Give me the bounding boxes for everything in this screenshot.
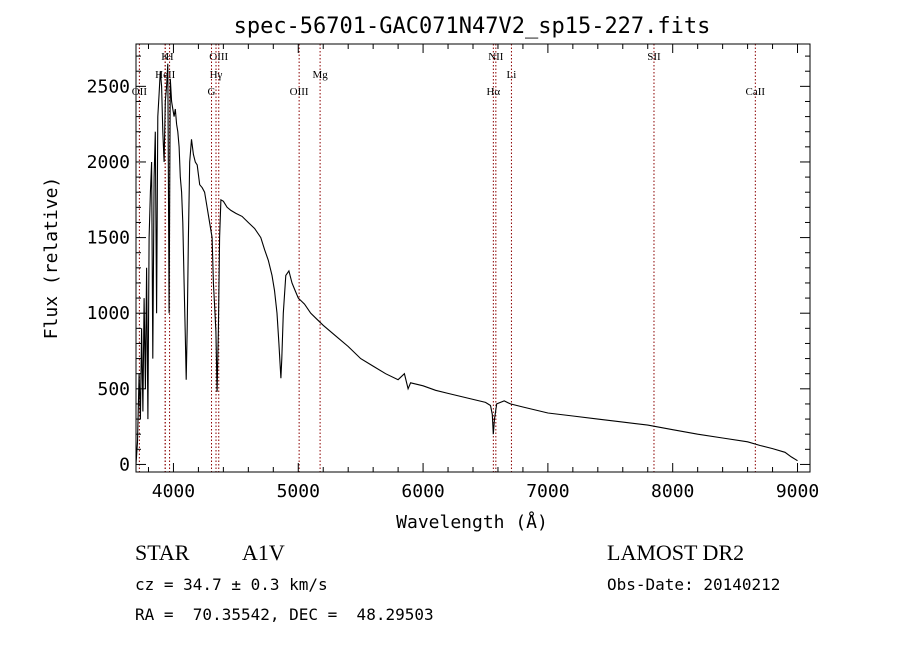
- y-tick-label-500: 500: [97, 379, 130, 400]
- line-label-3: H: [166, 51, 174, 63]
- line-label-12: SII: [647, 51, 661, 63]
- x-tick-label-7000: 7000: [526, 481, 569, 502]
- line-label-9: NII: [488, 51, 504, 63]
- redshift-text: cz = 34.7 ± 0.3 km/s: [135, 575, 328, 594]
- spectrum-line: [135, 63, 798, 465]
- line-label-8: Mg: [312, 69, 328, 81]
- x-tick-label-6000: 6000: [401, 481, 444, 502]
- line-label-2: K: [161, 51, 169, 63]
- line-label-0: OII: [132, 86, 148, 98]
- y-tick-label-1000: 1000: [87, 303, 130, 324]
- line-label-6: G: [208, 86, 216, 98]
- line-label-11: Li: [507, 69, 517, 81]
- object-type: STAR: [135, 540, 190, 565]
- x-axis-label: Wavelength (Å): [396, 511, 548, 533]
- line-label-5: Hγ: [210, 69, 223, 81]
- obs-date-text: Obs-Date: 20140212: [607, 575, 781, 594]
- survey-name: LAMOST DR2: [607, 540, 745, 565]
- y-tick-label-2500: 2500: [87, 76, 130, 97]
- line-label-7: OIII: [290, 86, 309, 98]
- y-tick-label-1500: 1500: [87, 228, 130, 249]
- x-tick-label-8000: 8000: [651, 481, 694, 502]
- line-label-4: OIII: [209, 51, 228, 63]
- coordinates-text: RA = 70.35542, DEC = 48.29503: [135, 605, 434, 624]
- x-tick-label-5000: 5000: [277, 481, 320, 502]
- line-label-10: Hα: [486, 86, 500, 98]
- x-tick-label-4000: 4000: [152, 481, 195, 502]
- plot-frame: [135, 43, 811, 473]
- y-tick-label-0: 0: [119, 454, 130, 475]
- line-label-13: CaII: [746, 86, 766, 98]
- y-axis-label: Flux (relative): [41, 177, 62, 340]
- spectral-subclass: A1V: [242, 540, 285, 565]
- x-tick-label-9000: 9000: [776, 481, 819, 502]
- y-tick-label-2000: 2000: [87, 152, 130, 173]
- axis-ticks: 4000 5000 6000 7000 8000 9000 0 500 1000 1500 2000…: [87, 44, 819, 502]
- chart-title: spec-56701-GAC071N47V2_sp15-227.fits: [234, 14, 711, 39]
